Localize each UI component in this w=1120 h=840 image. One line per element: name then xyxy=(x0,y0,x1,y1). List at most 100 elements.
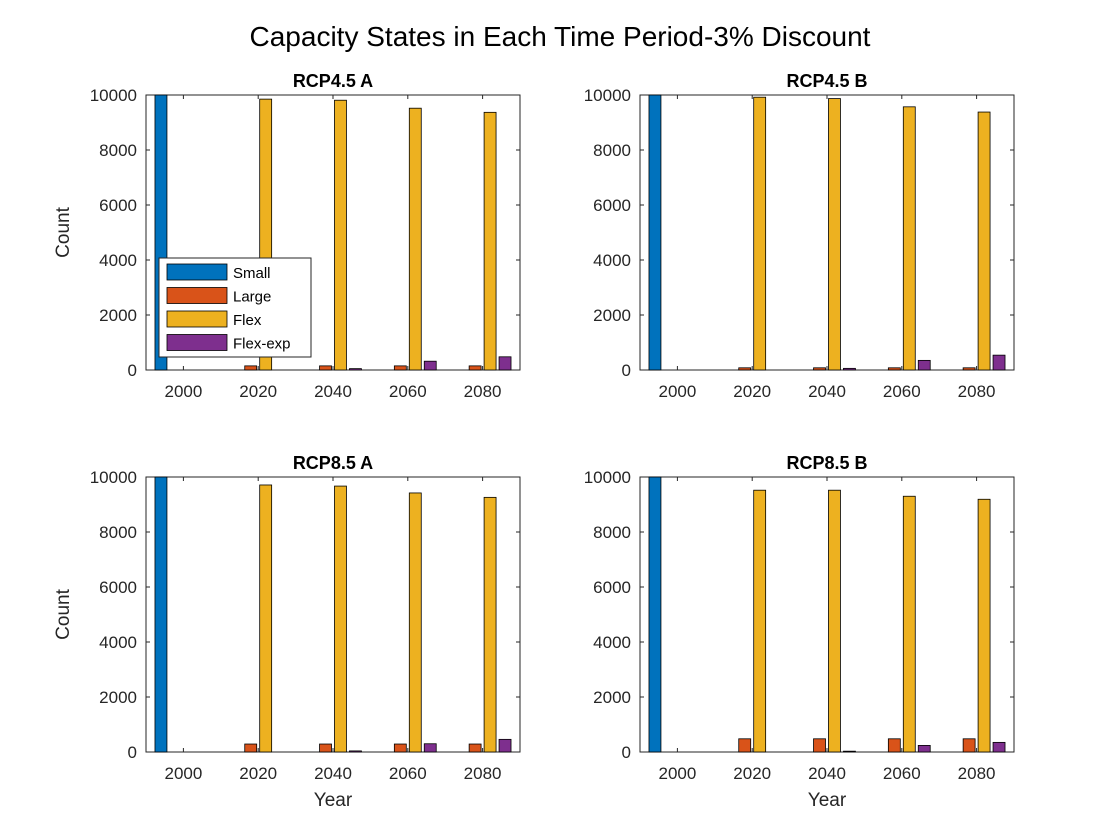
panel-title: RCP4.5 B xyxy=(786,71,867,91)
bar-large-2080 xyxy=(468,743,482,753)
x-tick-label: 2000 xyxy=(164,764,202,783)
x-tick-label: 2000 xyxy=(164,382,202,401)
bar-large-2040 xyxy=(813,367,826,371)
y-tick-label: 2000 xyxy=(99,306,137,325)
legend: Small Large Flex Flex-exp xyxy=(158,257,312,358)
bar-large-2040 xyxy=(319,743,332,753)
panel-title: RCP4.5 A xyxy=(293,71,373,91)
bar-flex-exp-2080 xyxy=(498,356,512,371)
y-tick-label: 6000 xyxy=(99,196,137,215)
bar-flex-exp-2080 xyxy=(992,354,1006,371)
bar-small-2000 xyxy=(154,94,168,371)
bar-flex-exp-2060 xyxy=(423,360,437,371)
x-tick-label: 2020 xyxy=(239,764,277,783)
bar-flex-exp-2080 xyxy=(498,738,512,753)
bar-flex-exp-2060 xyxy=(917,359,931,371)
y-tick-label: 2000 xyxy=(593,306,631,325)
bar-flex-2020 xyxy=(753,489,767,753)
bar-large-2060 xyxy=(393,365,407,371)
panel-title: RCP8.5 B xyxy=(786,453,867,473)
legend-swatch-flex xyxy=(166,310,228,328)
x-tick-label: 2080 xyxy=(958,382,996,401)
bar-flex-2080 xyxy=(483,111,497,371)
bar-large-2060 xyxy=(887,738,901,753)
y-tick-label: 4000 xyxy=(99,633,137,652)
x-tick-label: 2080 xyxy=(464,382,502,401)
x-tick-label: 2040 xyxy=(808,764,846,783)
panel-2: 0 2000 4000 6000 8000 10000 2000 2020 2040 2060 20… xyxy=(584,71,1015,401)
y-tick-label: 0 xyxy=(622,743,631,762)
y-tick-label: 8000 xyxy=(99,141,137,160)
bar-flex-2060 xyxy=(902,495,916,753)
bar-large-2020 xyxy=(738,367,752,371)
y-tick-label: 6000 xyxy=(593,196,631,215)
legend-swatch-large xyxy=(166,287,228,304)
bar-flex-2080 xyxy=(977,498,991,753)
bar-flex-exp-2040 xyxy=(349,368,362,371)
x-tick-label: 2080 xyxy=(958,764,996,783)
bar-flex-2020 xyxy=(259,98,273,371)
bar-large-2060 xyxy=(393,743,407,753)
panels: 0 2000 4000 6000 8000 10000 2000 2020 2040 2060 20… xyxy=(53,71,1015,811)
x-tick-label: 2000 xyxy=(658,764,696,783)
bar-flex-2060 xyxy=(408,107,422,371)
y-tick-label: 6000 xyxy=(593,578,631,597)
bar-large-2080 xyxy=(962,367,976,371)
x-tick-label: 2040 xyxy=(314,382,352,401)
bar-flex-2060 xyxy=(902,106,916,371)
bar-flex-exp-2080 xyxy=(992,741,1006,753)
x-tick-label: 2020 xyxy=(239,382,277,401)
axes-box xyxy=(639,94,1015,371)
y-tick-label: 0 xyxy=(128,361,137,380)
bar-flex-2040 xyxy=(828,98,841,371)
bar-large-2020 xyxy=(244,365,258,371)
x-axis-label: Year xyxy=(314,790,353,811)
legend-label-flex-exp: Flex-exp xyxy=(233,336,291,353)
y-tick-label: 10000 xyxy=(584,468,631,487)
y-tick-label: 4000 xyxy=(593,251,631,270)
panel-title: RCP8.5 A xyxy=(293,453,373,473)
legend-label-small: Small xyxy=(233,265,271,282)
panel-3: 0 2000 4000 6000 8000 10000 2000 2020 2040 2060 20… xyxy=(53,453,521,811)
bar-large-2080 xyxy=(468,365,482,371)
x-tick-label: 2020 xyxy=(733,764,771,783)
axes-box xyxy=(145,476,521,753)
legend-label-large: Large xyxy=(233,289,271,306)
x-tick-label: 2060 xyxy=(389,764,427,783)
x-tick-label: 2060 xyxy=(883,382,921,401)
y-axis-label: Count xyxy=(53,206,74,257)
bar-flex-2080 xyxy=(977,111,991,371)
y-tick-label: 4000 xyxy=(99,251,137,270)
y-axis-label: Count xyxy=(53,588,74,639)
bar-flex-2060 xyxy=(408,492,422,753)
y-tick-label: 8000 xyxy=(99,523,137,542)
bar-flex-exp-2060 xyxy=(423,743,437,753)
figure-title: Capacity States in Each Time Period-3% D… xyxy=(250,21,871,52)
y-tick-label: 10000 xyxy=(584,86,631,105)
y-tick-label: 0 xyxy=(128,743,137,762)
x-tick-label: 2040 xyxy=(314,764,352,783)
bar-flex-2040 xyxy=(828,489,841,753)
bar-flex-2020 xyxy=(753,96,767,371)
y-tick-label: 8000 xyxy=(593,141,631,160)
bar-large-2040 xyxy=(319,365,332,371)
y-tick-label: 2000 xyxy=(99,688,137,707)
bar-small-2000 xyxy=(154,476,168,753)
bar-flex-2020 xyxy=(259,484,273,753)
x-axis-label: Year xyxy=(808,790,847,811)
x-tick-label: 2060 xyxy=(389,382,427,401)
legend-swatch-flex-exp xyxy=(166,334,228,351)
bar-flex-exp-2040 xyxy=(349,750,362,753)
bar-large-2080 xyxy=(962,738,976,753)
bar-small-2000 xyxy=(648,94,662,371)
bar-flex-exp-2040 xyxy=(843,750,856,753)
bar-large-2020 xyxy=(738,738,752,753)
x-tick-label: 2060 xyxy=(883,764,921,783)
y-tick-label: 6000 xyxy=(99,578,137,597)
bar-large-2020 xyxy=(244,743,258,753)
bar-flex-exp-2060 xyxy=(917,745,931,753)
x-tick-label: 2080 xyxy=(464,764,502,783)
y-tick-label: 0 xyxy=(622,361,631,380)
bar-flex-2040 xyxy=(334,485,347,753)
